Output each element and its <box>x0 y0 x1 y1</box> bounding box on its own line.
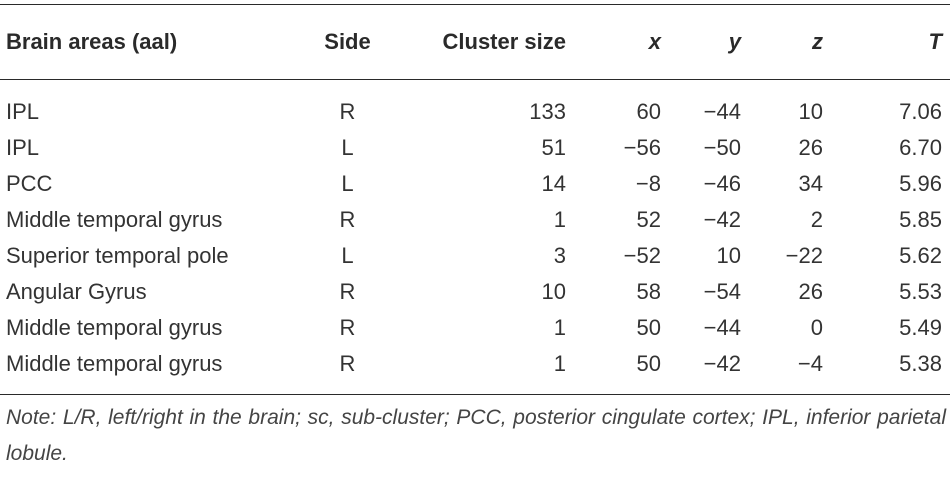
cell-y: −44 <box>703 99 741 124</box>
cell-x: −52 <box>623 243 661 268</box>
table-body: IPL R 133 60 −44 10 7.06 IPL L 51 −56 −50 26 6.70 PCC L… <box>0 80 950 395</box>
table-row: Angular Gyrus R 10 58 −54 26 5.53 <box>0 274 950 310</box>
cell-y: 10 <box>716 243 741 268</box>
cell-z: 2 <box>810 207 823 232</box>
header-cluster-size: Cluster size <box>442 29 567 54</box>
cell-y: −44 <box>703 315 741 340</box>
table-header: Brain areas (aal) Side Cluster size x y … <box>0 4 950 80</box>
cell-t: 5.85 <box>899 207 942 232</box>
cell-t: 5.38 <box>899 351 942 376</box>
cell-z: −4 <box>797 351 823 376</box>
cell-z: −22 <box>785 243 823 268</box>
table-note: Note: L/R, left/right in the brain; sc, … <box>6 406 946 465</box>
table-row: IPL L 51 −56 −50 26 6.70 <box>0 130 950 166</box>
table-row: PCC L 14 −8 −46 34 5.96 <box>0 166 950 202</box>
cell-x: 58 <box>636 279 661 304</box>
cell-brain-area: IPL <box>6 99 40 124</box>
cell-t: 5.96 <box>899 171 942 196</box>
header-y: y <box>728 29 741 54</box>
cell-y: −46 <box>703 171 741 196</box>
cell-t: 7.06 <box>899 99 942 124</box>
cell-side: R <box>339 279 356 304</box>
cell-x: −56 <box>623 135 661 160</box>
cell-y: −54 <box>703 279 741 304</box>
cell-x: −8 <box>635 171 661 196</box>
cell-side: R <box>339 351 356 376</box>
cell-side: R <box>339 315 356 340</box>
cell-cluster-size: 10 <box>541 279 566 304</box>
header-t: T <box>928 29 942 54</box>
cell-t: 5.49 <box>899 315 942 340</box>
header-z: z <box>812 29 823 54</box>
cell-t: 5.53 <box>899 279 942 304</box>
cell-y: −42 <box>703 207 741 232</box>
cell-side: L <box>341 171 354 196</box>
cell-x: 50 <box>636 315 661 340</box>
cell-brain-area: Angular Gyrus <box>6 279 147 304</box>
header-side: Side <box>324 29 371 54</box>
cell-y: −42 <box>703 351 741 376</box>
table-row: Middle temporal gyrus R 1 50 −44 0 5.49 <box>0 310 950 346</box>
cell-brain-area: Superior temporal pole <box>6 243 229 268</box>
table-row: Middle temporal gyrus R 1 50 −42 −4 5.38 <box>0 346 950 395</box>
cell-side: L <box>341 135 354 160</box>
cell-brain-area: Middle temporal gyrus <box>6 207 223 232</box>
table-row: Superior temporal pole L 3 −52 10 −22 5.62 <box>0 238 950 274</box>
header-x: x <box>648 29 661 54</box>
cell-brain-area: IPL <box>6 135 40 160</box>
cell-x: 60 <box>636 99 661 124</box>
cell-side: L <box>341 243 354 268</box>
cell-x: 50 <box>636 351 661 376</box>
cell-brain-area: PCC <box>6 171 53 196</box>
cell-side: R <box>339 99 356 124</box>
cell-cluster-size: 51 <box>541 135 566 160</box>
table-row: IPL R 133 60 −44 10 7.06 <box>0 80 950 131</box>
table-row: Middle temporal gyrus R 1 52 −42 2 5.85 <box>0 202 950 238</box>
cell-cluster-size: 1 <box>553 315 566 340</box>
cell-cluster-size: 3 <box>553 243 566 268</box>
cell-t: 6.70 <box>899 135 942 160</box>
cell-z: 34 <box>798 171 823 196</box>
cell-cluster-size: 14 <box>541 171 566 196</box>
cell-x: 52 <box>636 207 661 232</box>
header-row: Brain areas (aal) Side Cluster size x y … <box>0 4 950 80</box>
cell-brain-area: Middle temporal gyrus <box>6 351 223 376</box>
cell-side: R <box>339 207 356 232</box>
cell-z: 26 <box>798 279 823 304</box>
cell-cluster-size: 1 <box>553 207 566 232</box>
cell-t: 5.62 <box>899 243 942 268</box>
cell-z: 10 <box>798 99 823 124</box>
header-brain-areas: Brain areas (aal) <box>6 29 178 54</box>
cell-cluster-size: 1 <box>553 351 566 376</box>
cell-z: 0 <box>810 315 823 340</box>
brain-activation-table: Brain areas (aal) Side Cluster size x y … <box>0 4 950 395</box>
cell-brain-area: Middle temporal gyrus <box>6 315 223 340</box>
cell-cluster-size: 133 <box>529 99 566 124</box>
cell-y: −50 <box>703 135 741 160</box>
cell-z: 26 <box>798 135 823 160</box>
